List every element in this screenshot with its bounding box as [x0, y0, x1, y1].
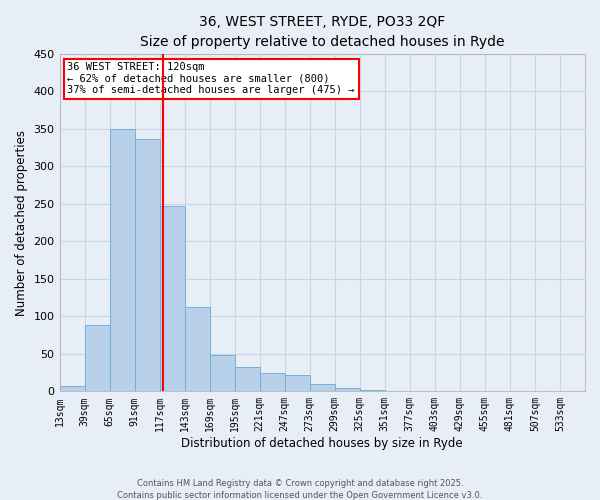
Bar: [285, 375, 310, 392]
Title: 36, WEST STREET, RYDE, PO33 2QF
Size of property relative to detached houses in : 36, WEST STREET, RYDE, PO33 2QF Size of …: [140, 15, 505, 48]
Bar: [134, 138, 160, 392]
Text: Contains HM Land Registry data © Crown copyright and database right 2025.
Contai: Contains HM Land Registry data © Crown c…: [118, 478, 482, 500]
Bar: [110, 129, 134, 392]
Bar: [185, 306, 209, 392]
Text: 36 WEST STREET: 120sqm
← 62% of detached houses are smaller (800)
37% of semi-de: 36 WEST STREET: 120sqm ← 62% of detached…: [67, 62, 355, 96]
Bar: [310, 384, 335, 392]
Bar: [335, 388, 360, 392]
Bar: [59, 386, 85, 392]
Bar: [410, 390, 435, 392]
Bar: [360, 390, 385, 392]
Bar: [85, 326, 110, 392]
X-axis label: Distribution of detached houses by size in Ryde: Distribution of detached houses by size …: [181, 437, 463, 450]
Bar: [535, 390, 560, 392]
Bar: [160, 206, 185, 392]
Bar: [209, 354, 235, 392]
Y-axis label: Number of detached properties: Number of detached properties: [15, 130, 28, 316]
Bar: [385, 390, 410, 392]
Bar: [235, 368, 260, 392]
Bar: [260, 372, 285, 392]
